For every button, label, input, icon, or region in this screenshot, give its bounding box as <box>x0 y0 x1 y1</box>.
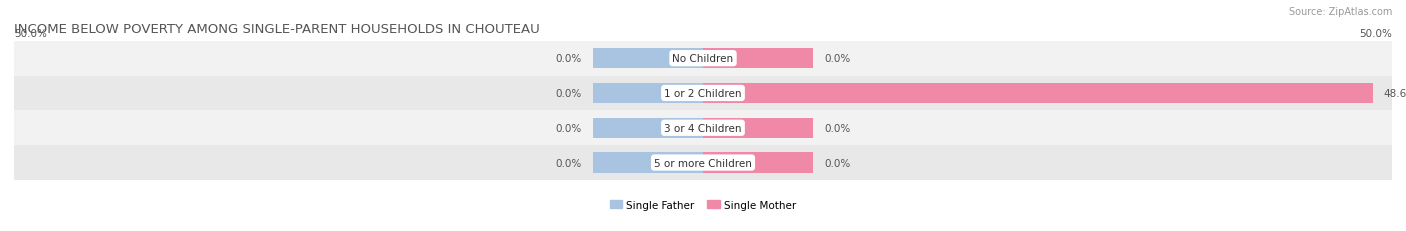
Text: Source: ZipAtlas.com: Source: ZipAtlas.com <box>1288 7 1392 17</box>
Bar <box>14 42 1392 76</box>
Text: 48.6%: 48.6% <box>1384 88 1406 99</box>
Text: No Children: No Children <box>672 54 734 64</box>
Text: 0.0%: 0.0% <box>555 123 582 133</box>
Bar <box>703 153 813 173</box>
Bar <box>593 84 703 104</box>
Text: 0.0%: 0.0% <box>555 88 582 99</box>
Text: 0.0%: 0.0% <box>555 158 582 168</box>
Text: 0.0%: 0.0% <box>824 158 851 168</box>
Text: 50.0%: 50.0% <box>14 29 46 39</box>
Bar <box>14 111 1392 146</box>
Bar <box>593 49 703 69</box>
Bar <box>593 118 703 138</box>
Text: 0.0%: 0.0% <box>824 123 851 133</box>
Legend: Single Father, Single Mother: Single Father, Single Mother <box>606 196 800 214</box>
Text: INCOME BELOW POVERTY AMONG SINGLE-PARENT HOUSEHOLDS IN CHOUTEAU: INCOME BELOW POVERTY AMONG SINGLE-PARENT… <box>14 23 540 36</box>
Text: 1 or 2 Children: 1 or 2 Children <box>664 88 742 99</box>
Text: 5 or more Children: 5 or more Children <box>654 158 752 168</box>
Bar <box>703 84 1372 104</box>
Bar <box>14 76 1392 111</box>
Bar <box>703 118 813 138</box>
Text: 0.0%: 0.0% <box>555 54 582 64</box>
Bar <box>703 49 813 69</box>
Bar <box>593 153 703 173</box>
Bar <box>14 146 1392 180</box>
Text: 0.0%: 0.0% <box>824 54 851 64</box>
Text: 3 or 4 Children: 3 or 4 Children <box>664 123 742 133</box>
Text: 50.0%: 50.0% <box>1360 29 1392 39</box>
